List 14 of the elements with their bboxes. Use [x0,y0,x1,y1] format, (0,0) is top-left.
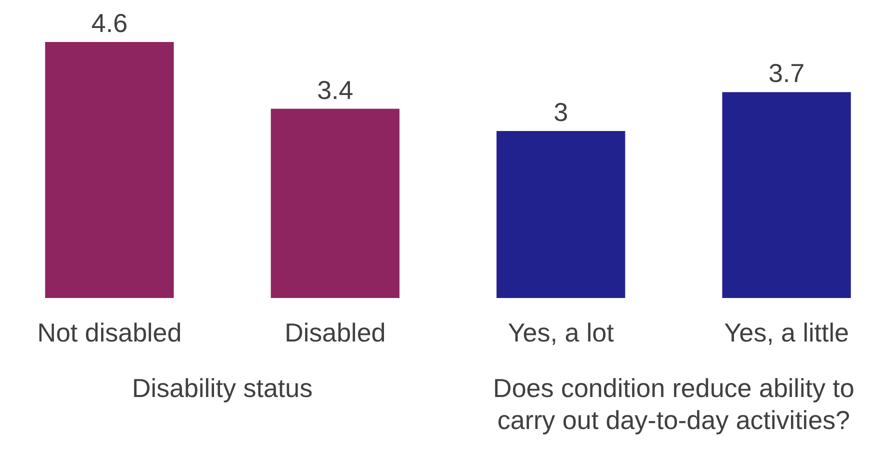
x-tick-label: Not disabled [37,318,182,348]
bar [722,92,851,298]
data-label: 3.7 [768,58,805,88]
x-tick-label: Yes, a lot [508,318,615,348]
x-tick-label: Disabled [284,318,386,348]
bar [270,108,400,298]
bar [45,42,174,298]
bar [496,131,626,298]
data-label: 4.6 [91,8,128,38]
x-tick-label: Yes, a little [724,318,849,348]
data-label: 3.4 [317,74,354,105]
text: Disability status [132,373,313,403]
data-label: 3 [554,97,568,128]
text: Does condition reduce ability to carry out day-to-day activities? [493,373,854,435]
